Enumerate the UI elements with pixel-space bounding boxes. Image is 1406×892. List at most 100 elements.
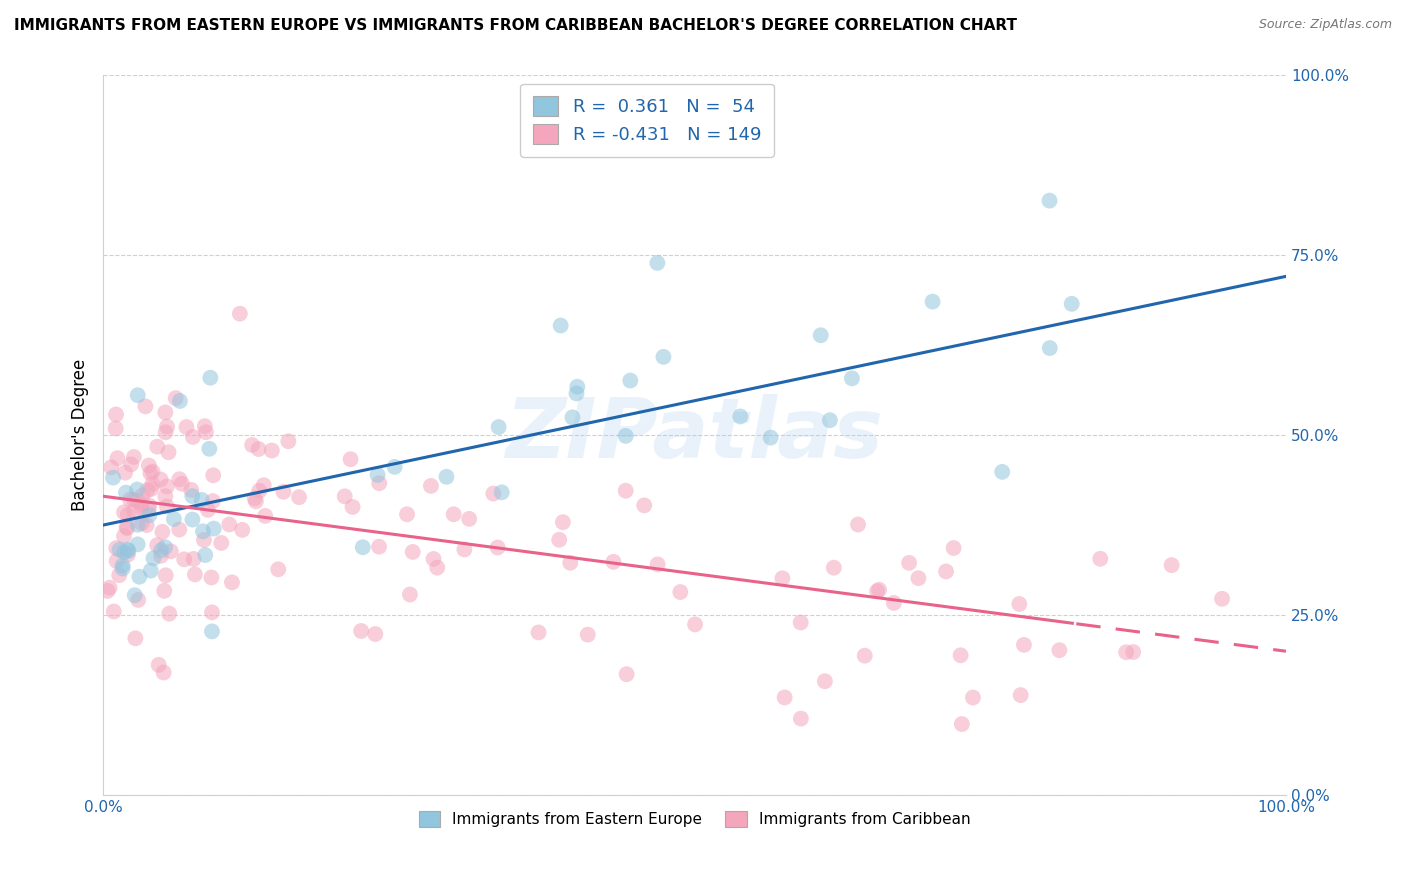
Point [231,523,253,537]
Point [202,522,225,536]
Point [173,552,195,566]
Legend: Immigrants from Eastern Europe, Immigrants from Caribbean: Immigrants from Eastern Europe, Immigran… [411,804,979,835]
Point [818,413,841,427]
Point [883,596,905,610]
Point [254,508,277,523]
Point [118,492,141,507]
Point [136,483,159,498]
Point [243,491,266,506]
Point [112,529,135,543]
Point [277,434,299,449]
Point [117,544,139,558]
Point [148,657,170,672]
Point [453,542,475,557]
Point [131,516,153,531]
Point [229,307,252,321]
Point [560,556,582,570]
Point [127,483,149,497]
Point [105,408,128,422]
Point [1039,341,1062,355]
Point [218,517,240,532]
Point [108,568,131,582]
Point [127,537,149,551]
Point [180,483,202,497]
Point [127,494,149,508]
Point [139,564,162,578]
Point [127,517,149,532]
Point [770,571,793,585]
Point [288,490,311,504]
Point [176,420,198,434]
Point [155,405,177,419]
Point [191,524,214,539]
Point [350,624,373,638]
Point [1211,591,1233,606]
Point [1115,645,1137,659]
Point [181,489,204,503]
Point [157,445,180,459]
Point [942,541,965,555]
Point [436,470,458,484]
Point [165,391,187,405]
Point [96,583,118,598]
Point [127,388,149,402]
Point [131,497,153,511]
Point [339,452,361,467]
Point [120,458,142,472]
Point [149,473,172,487]
Point [1008,597,1031,611]
Point [240,438,263,452]
Point [730,409,752,424]
Point [814,674,837,689]
Point [112,545,135,559]
Point [122,504,145,518]
Point [616,667,638,681]
Point [551,515,574,529]
Point [155,425,177,440]
Point [200,370,222,384]
Point [426,560,449,574]
Point [402,545,425,559]
Point [949,648,972,663]
Point [614,429,637,443]
Point [155,568,177,582]
Point [602,555,624,569]
Point [935,565,957,579]
Point [846,517,869,532]
Point [565,386,588,401]
Point [399,588,422,602]
Point [184,567,207,582]
Point [773,690,796,705]
Point [141,482,163,496]
Point [135,518,157,533]
Point [550,318,572,333]
Point [866,584,889,599]
Point [1160,558,1182,573]
Point [111,561,134,575]
Point [201,494,224,508]
Point [169,472,191,486]
Point [149,549,172,563]
Point [117,548,139,562]
Point [789,615,811,630]
Text: ZIPatlas: ZIPatlas [506,394,883,475]
Point [652,350,675,364]
Point [115,520,138,534]
Point [150,543,173,558]
Point [108,542,131,557]
Point [170,476,193,491]
Point [122,450,145,464]
Point [458,512,481,526]
Point [221,575,243,590]
Point [669,585,692,599]
Point [139,466,162,480]
Point [104,421,127,435]
Point [105,541,128,555]
Point [138,502,160,516]
Point [260,443,283,458]
Point [898,556,921,570]
Point [157,607,180,621]
Point [156,479,179,493]
Point [841,371,863,385]
Point [422,552,444,566]
